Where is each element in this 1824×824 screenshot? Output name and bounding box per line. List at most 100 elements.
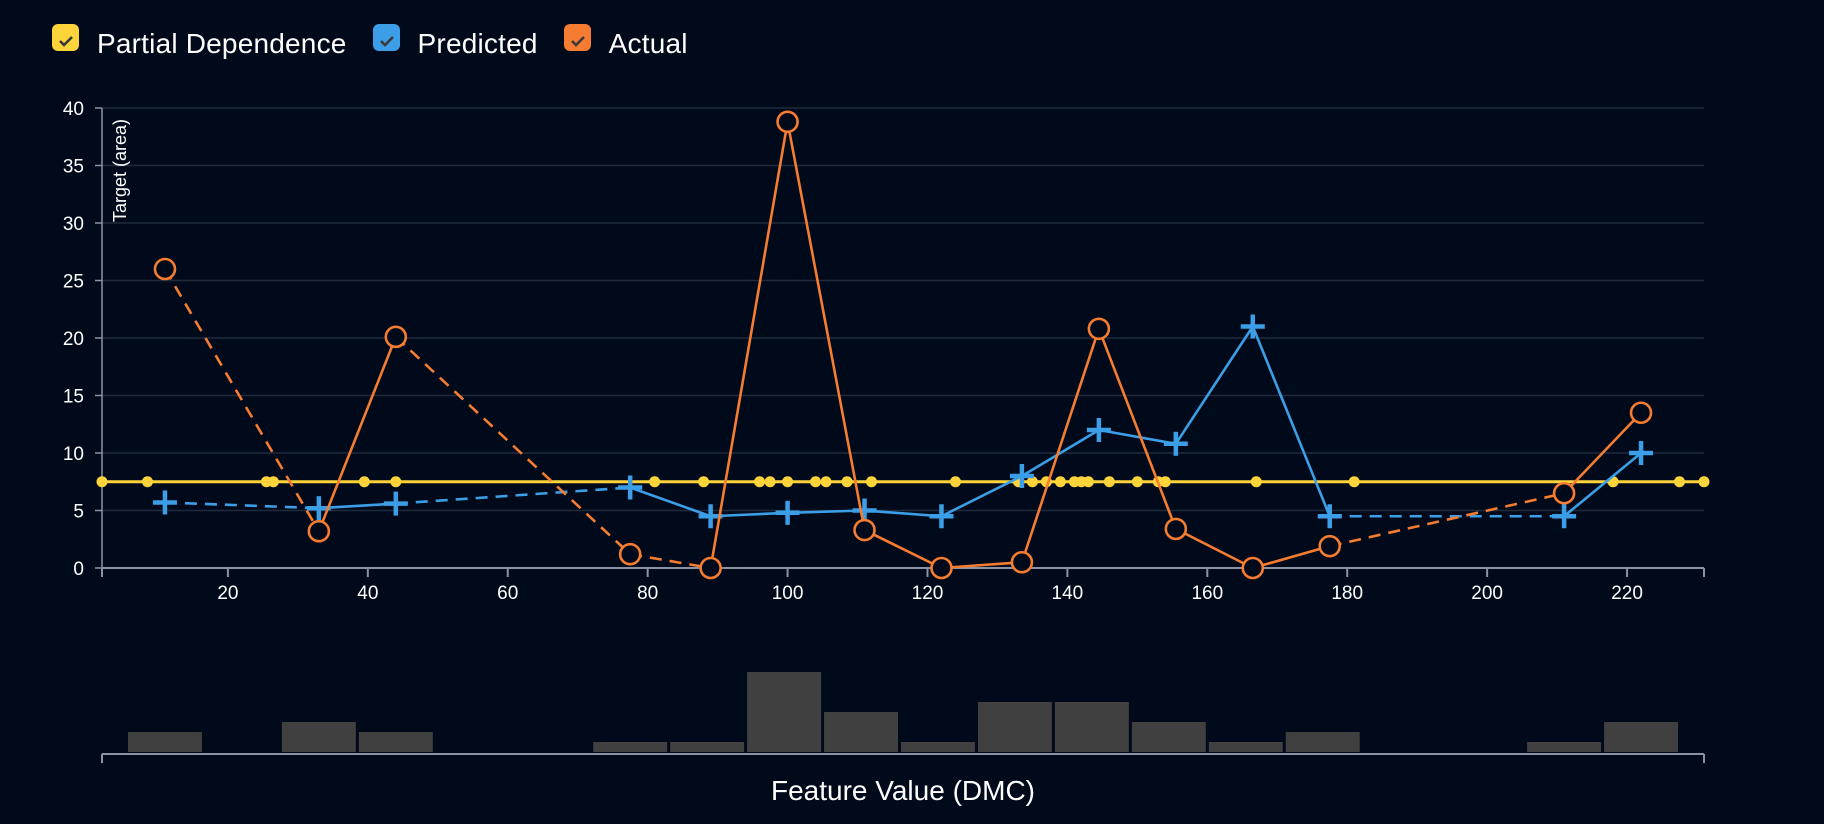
y-tick-label: 40 xyxy=(63,99,84,120)
y-tick-label: 35 xyxy=(63,157,84,178)
data-point xyxy=(764,476,776,488)
data-point xyxy=(267,476,279,488)
x-tick-label: 160 xyxy=(1191,583,1223,604)
legend-item-partial-dependence[interactable]: Partial Dependence xyxy=(52,23,347,60)
histogram-bar xyxy=(1527,742,1602,752)
data-point xyxy=(152,490,177,515)
data-point xyxy=(141,476,153,488)
checkbox-checked-icon[interactable] xyxy=(52,23,79,51)
data-point xyxy=(698,476,710,488)
line-segment xyxy=(629,486,712,518)
legend: Partial Dependence Predicted Actual xyxy=(52,14,714,74)
line-segment xyxy=(1097,328,1178,530)
line-segment xyxy=(1098,428,1177,446)
line-segment xyxy=(941,560,1023,570)
histogram-bar xyxy=(1604,722,1679,752)
histogram-bar xyxy=(747,672,822,752)
y-axis-label: Target (area) xyxy=(110,119,130,222)
data-point xyxy=(699,556,722,580)
data-point xyxy=(618,475,643,500)
x-tick-label: 120 xyxy=(912,583,944,604)
series-predicted xyxy=(152,314,1654,529)
x-tick-label: 60 xyxy=(497,583,518,604)
data-point xyxy=(1009,464,1034,488)
line-segment xyxy=(318,502,396,510)
data-point xyxy=(1348,476,1360,488)
data-point xyxy=(866,476,878,488)
data-point xyxy=(1163,431,1188,456)
data-point xyxy=(358,476,370,488)
line-segment xyxy=(1252,544,1331,570)
line-segment xyxy=(863,528,943,570)
data-point xyxy=(1087,317,1111,341)
y-tick-label: 20 xyxy=(63,329,84,350)
series-actual xyxy=(153,110,1653,580)
line-segment xyxy=(786,121,866,531)
y-tick-label: 0 xyxy=(73,559,84,580)
legend-item-actual[interactable]: Actual xyxy=(563,23,688,60)
data-point xyxy=(852,498,877,523)
histogram-bar xyxy=(1054,702,1129,752)
data-point xyxy=(775,500,800,525)
line-segment xyxy=(1174,325,1254,445)
legend-label: Actual xyxy=(608,28,688,59)
data-point xyxy=(1103,476,1115,488)
data-point xyxy=(383,491,408,516)
histogram-bar xyxy=(1131,722,1206,752)
line-segment xyxy=(164,501,319,510)
data-point xyxy=(929,504,954,529)
line-segment xyxy=(864,509,942,518)
x-tick-label: 80 xyxy=(637,583,658,604)
checkbox-checked-icon[interactable] xyxy=(563,23,591,51)
data-point xyxy=(930,556,953,580)
line-segment xyxy=(317,336,398,532)
line-segment xyxy=(1175,527,1254,570)
x-tick-label: 100 xyxy=(772,583,804,604)
histogram xyxy=(101,672,1705,763)
line-segment xyxy=(1021,428,1100,478)
line-segment xyxy=(710,511,788,518)
line-segment xyxy=(709,121,789,569)
data-point xyxy=(1698,476,1710,488)
data-point xyxy=(810,476,822,488)
data-point xyxy=(307,519,331,543)
data-point xyxy=(1250,476,1262,488)
x-tick-label: 220 xyxy=(1611,583,1643,604)
data-point xyxy=(1026,476,1038,488)
line-segment xyxy=(395,486,631,505)
data-point xyxy=(1241,556,1265,580)
y-tick-label: 30 xyxy=(63,214,84,235)
data-point xyxy=(1629,401,1653,425)
data-point xyxy=(1131,476,1143,488)
data-point xyxy=(1674,476,1686,488)
data-point xyxy=(841,476,853,488)
axes: 0 5 10 15 20 25 30 35 40 20 40 60 80 100 120 140 160 180 2… xyxy=(63,99,1705,604)
data-point xyxy=(1054,476,1066,488)
data-point xyxy=(853,518,876,542)
x-tick-label: 180 xyxy=(1331,583,1363,604)
x-tick-label: 200 xyxy=(1471,583,1503,604)
legend-item-predicted[interactable]: Predicted xyxy=(372,23,538,60)
histogram-bar xyxy=(1285,732,1360,752)
data-point xyxy=(754,476,766,488)
checkbox-checked-icon[interactable] xyxy=(372,23,400,51)
line-segment xyxy=(1329,491,1565,548)
data-point xyxy=(1010,550,1034,574)
histogram-bar xyxy=(901,742,975,752)
histogram-bar xyxy=(358,732,433,752)
legend-label: Predicted xyxy=(417,28,538,59)
x-tick-label: 140 xyxy=(1052,583,1084,604)
data-point xyxy=(649,476,661,488)
data-point xyxy=(1629,441,1654,465)
histogram-bar xyxy=(670,742,745,752)
histogram-bar xyxy=(593,742,668,752)
line-segment xyxy=(1020,328,1101,563)
data-point xyxy=(618,542,642,566)
data-point xyxy=(390,476,402,488)
data-point xyxy=(1240,314,1265,339)
line-segment xyxy=(940,474,1023,518)
histogram-bar xyxy=(281,722,356,752)
line-segment xyxy=(1251,326,1331,517)
